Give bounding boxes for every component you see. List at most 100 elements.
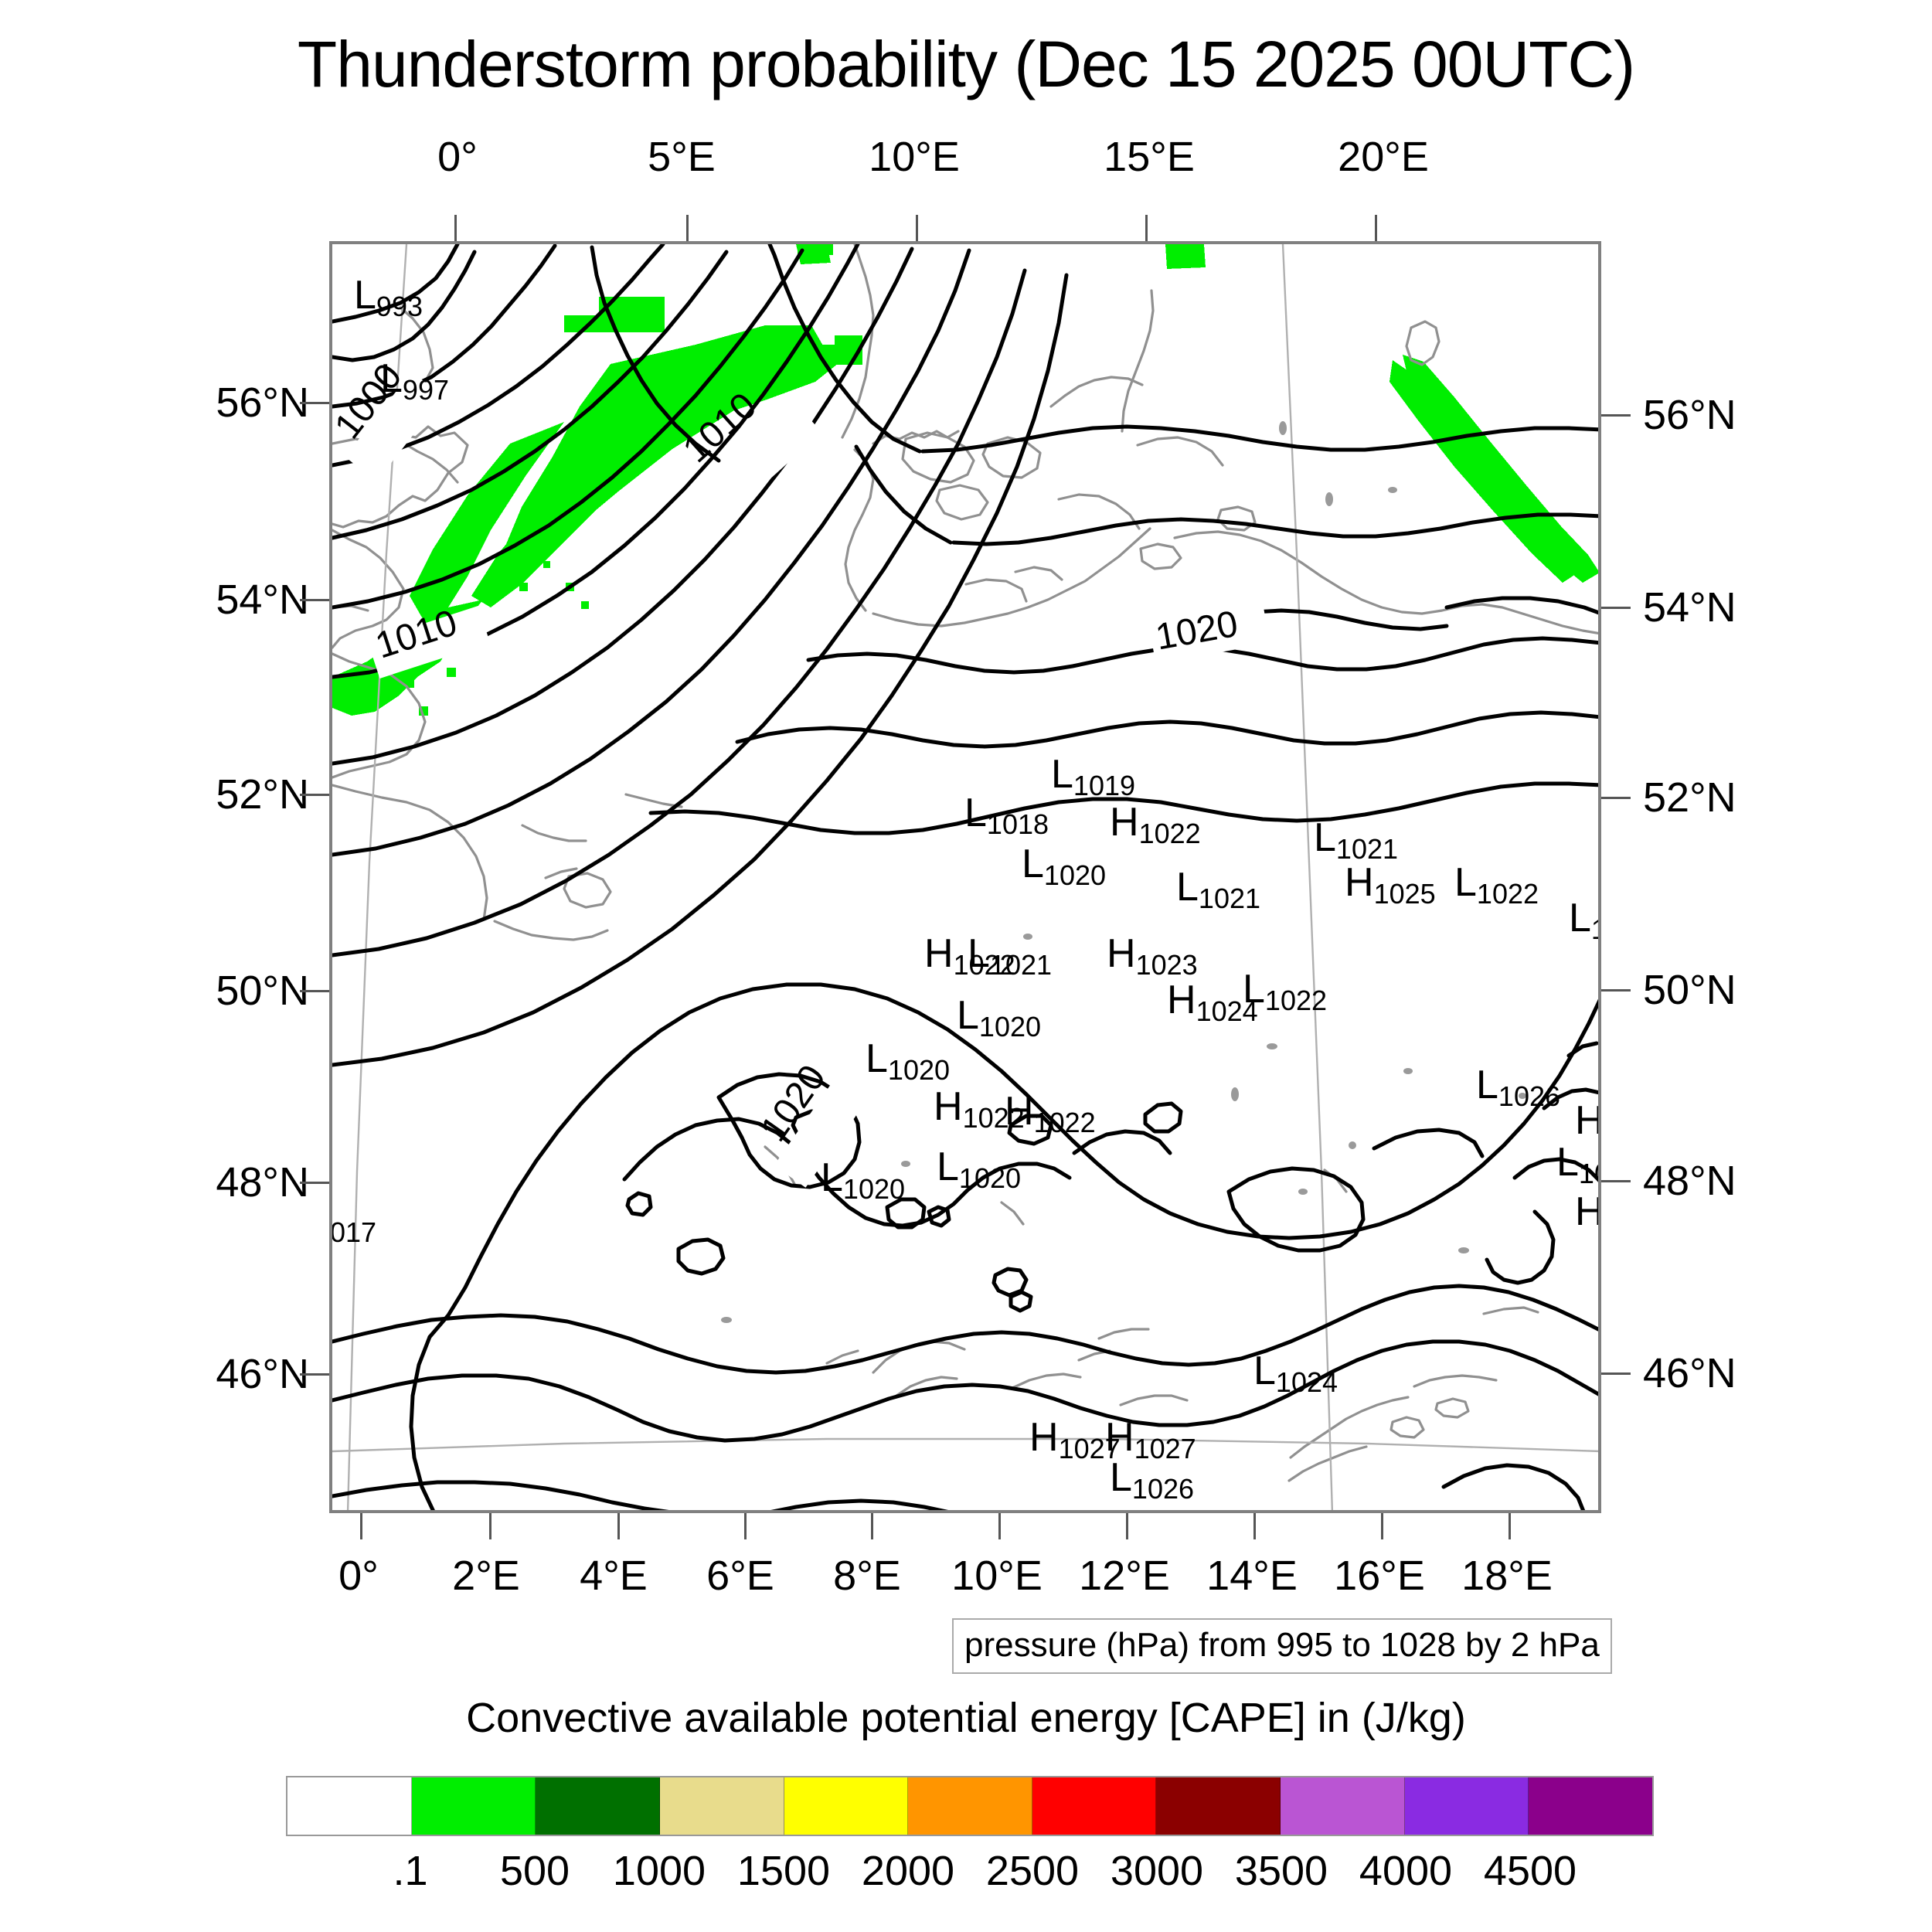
bottom-axis-tick-label-7: 14°E <box>1206 1553 1298 1599</box>
page-title: Thunderstorm probability (Dec 15 2025 00… <box>297 28 1635 100</box>
extrema-label-H1023: H1023 <box>1107 931 1198 981</box>
bottom-axis-tick-2 <box>617 1513 620 1539</box>
left-axis-tick-label-4: 48°N <box>216 1159 309 1206</box>
pressure-contour-caption: pressure (hPa) from 995 to 1028 by 2 hPa <box>952 1618 1612 1674</box>
bottom-axis-tick-label-3: 6°E <box>706 1553 774 1599</box>
extrema-label-H1022-b: H1022 <box>934 1084 1025 1134</box>
top-axis-tick-2 <box>916 215 918 243</box>
map-plot-area[interactable]: 1000 1010 1010 1020 1020 L993 L997 L1019… <box>329 241 1601 1513</box>
colorbar-tick-9: 4500 <box>1483 1848 1577 1894</box>
top-axis-tick-label-2: 10°E <box>869 134 960 180</box>
extrema-label-L993: L993 <box>354 275 423 321</box>
right-axis-tick-label-3: 50°N <box>1643 967 1736 1013</box>
bottom-axis-tick-0 <box>360 1513 362 1539</box>
bottom-axis-tick-5 <box>998 1513 1001 1539</box>
colorbar-swatch-6[interactable] <box>1032 1777 1157 1835</box>
top-axis-tick-label-0: 0° <box>437 134 478 180</box>
bottom-axis-tick-label-5: 10°E <box>951 1553 1043 1599</box>
extrema-label-L1022-a: L1022 <box>1454 860 1539 910</box>
extrema-label-H1022-a: H1022 <box>1110 800 1201 850</box>
bottom-axis-tick-1 <box>489 1513 492 1539</box>
colorbar-tick-labels: .1 500 1000 1500 2000 2500 3000 3500 400… <box>286 1847 1654 1901</box>
colorbar-swatch-9[interactable] <box>1404 1777 1529 1835</box>
left-axis-tick-3 <box>300 990 329 992</box>
colorbar-title: Convective available potential energy [C… <box>466 1695 1466 1741</box>
colorbar-swatch-7[interactable] <box>1156 1777 1281 1835</box>
top-axis-tick-label-4: 20°E <box>1338 134 1429 180</box>
extrema-label-H1026-clipped: H1026 <box>1575 1098 1601 1143</box>
cape-colorbar[interactable] <box>286 1776 1654 1836</box>
bottom-axis-tick-9 <box>1509 1513 1511 1539</box>
left-axis-tick-0 <box>300 402 329 404</box>
bottom-axis-tick-label-6: 12°E <box>1079 1553 1170 1599</box>
right-axis-tick-3 <box>1601 989 1631 992</box>
left-axis-tick-label-2: 52°N <box>216 771 309 818</box>
extrema-label-L1026: L1026 <box>1476 1063 1561 1113</box>
colorbar-swatch-1[interactable] <box>411 1777 536 1835</box>
left-axis-tick-label-3: 50°N <box>216 968 309 1014</box>
extrema-label-L1024-clipped: L1024 <box>1556 1140 1598 1190</box>
bottom-axis-tick-label-0: 0° <box>338 1553 379 1599</box>
colorbar-tick-8: 4000 <box>1359 1848 1453 1894</box>
right-axis-tick-label-5: 46°N <box>1643 1350 1736 1396</box>
right-axis-tick-4 <box>1601 1180 1631 1182</box>
colorbar-tick-0: .1 <box>393 1848 428 1894</box>
extrema-label-L1020-c: L1020 <box>866 1036 951 1087</box>
extrema-label-H1027-b: H1027 <box>1105 1415 1196 1465</box>
bottom-axis-tick-3 <box>744 1513 747 1539</box>
extrema-label-H1027-a: H1027 <box>1029 1415 1121 1465</box>
colorbar-tick-7: 3500 <box>1234 1848 1328 1894</box>
left-axis-tick-5 <box>300 1373 329 1376</box>
bottom-axis-tick-8 <box>1381 1513 1383 1539</box>
bottom-axis-tick-label-9: 18°E <box>1461 1553 1553 1599</box>
right-axis-tick-label-0: 56°N <box>1643 392 1736 438</box>
extrema-label-L1021-a: L1021 <box>1176 865 1261 915</box>
top-axis-tick-0 <box>454 215 457 243</box>
extrema-label-L1024: L1024 <box>1253 1349 1338 1399</box>
left-axis-tick-4 <box>300 1182 329 1184</box>
colorbar-swatch-4[interactable] <box>784 1777 909 1835</box>
bottom-axis-tick-4 <box>871 1513 873 1539</box>
minor-grey-features <box>721 421 1526 1323</box>
top-axis-tick-1 <box>686 215 689 243</box>
colorbar-tick-5: 2500 <box>985 1848 1080 1894</box>
extrema-label-H1025: H1025 <box>1345 860 1436 910</box>
top-axis-tick-label-3: 15°E <box>1104 134 1195 180</box>
left-axis-tick-label-5: 46°N <box>216 1351 309 1397</box>
extrema-label-L1021-clipped: L1021 <box>1569 896 1598 944</box>
extrema-label-L1020-b: L1020 <box>957 993 1042 1043</box>
extrema-label-L1020-a: L1020 <box>1022 842 1107 892</box>
extrema-label-L1019: L1019 <box>1051 752 1136 802</box>
bottom-axis-tick-7 <box>1253 1513 1256 1539</box>
colorbar-swatch-2[interactable] <box>536 1777 660 1835</box>
extrema-label-H1023-clipped: H1023 <box>1575 1189 1601 1234</box>
weather-map-svg <box>332 244 1598 1510</box>
extrema-label-L1021-c: L1021 <box>968 931 1053 981</box>
extrema-label-L997: L997 <box>380 356 449 406</box>
left-axis-tick-1 <box>300 599 329 601</box>
left-axis-tick-label-0: 56°N <box>216 379 309 426</box>
colorbar-swatch-10[interactable] <box>1529 1777 1653 1835</box>
right-axis-tick-5 <box>1601 1372 1631 1375</box>
colorbar-tick-1: 500 <box>499 1848 570 1894</box>
colorbar-tick-3: 1500 <box>736 1848 831 1894</box>
bottom-axis-tick-label-4: 8°E <box>833 1553 901 1599</box>
right-axis-tick-2 <box>1601 797 1631 799</box>
extrema-label-L1020-d: L1020 <box>821 1155 906 1206</box>
colorbar-swatch-3[interactable] <box>659 1777 784 1835</box>
extrema-label-L1026-clipped: L1026 <box>1110 1455 1195 1505</box>
colorbar-tick-2: 1000 <box>612 1848 706 1894</box>
extrema-label-H1024: H1024 <box>1167 978 1258 1028</box>
extrema-type-L: L <box>354 273 376 318</box>
extrema-label-L1020-e: L1020 <box>937 1145 1022 1195</box>
colorbar-swatch-5[interactable] <box>908 1777 1032 1835</box>
extrema-label-L1022-b: L1022 <box>1243 967 1328 1017</box>
colorbar-swatch-0[interactable] <box>287 1777 412 1835</box>
right-axis-tick-0 <box>1601 414 1631 417</box>
cape-shaded-regions <box>332 244 1598 716</box>
colorbar-swatch-8[interactable] <box>1281 1777 1405 1835</box>
extrema-label-H1022-c: H1022 <box>1005 1089 1096 1139</box>
extrema-label-L1017: L1017 <box>329 1216 377 1249</box>
extrema-value: 993 <box>376 291 423 323</box>
left-axis-tick-label-1: 54°N <box>216 577 309 623</box>
